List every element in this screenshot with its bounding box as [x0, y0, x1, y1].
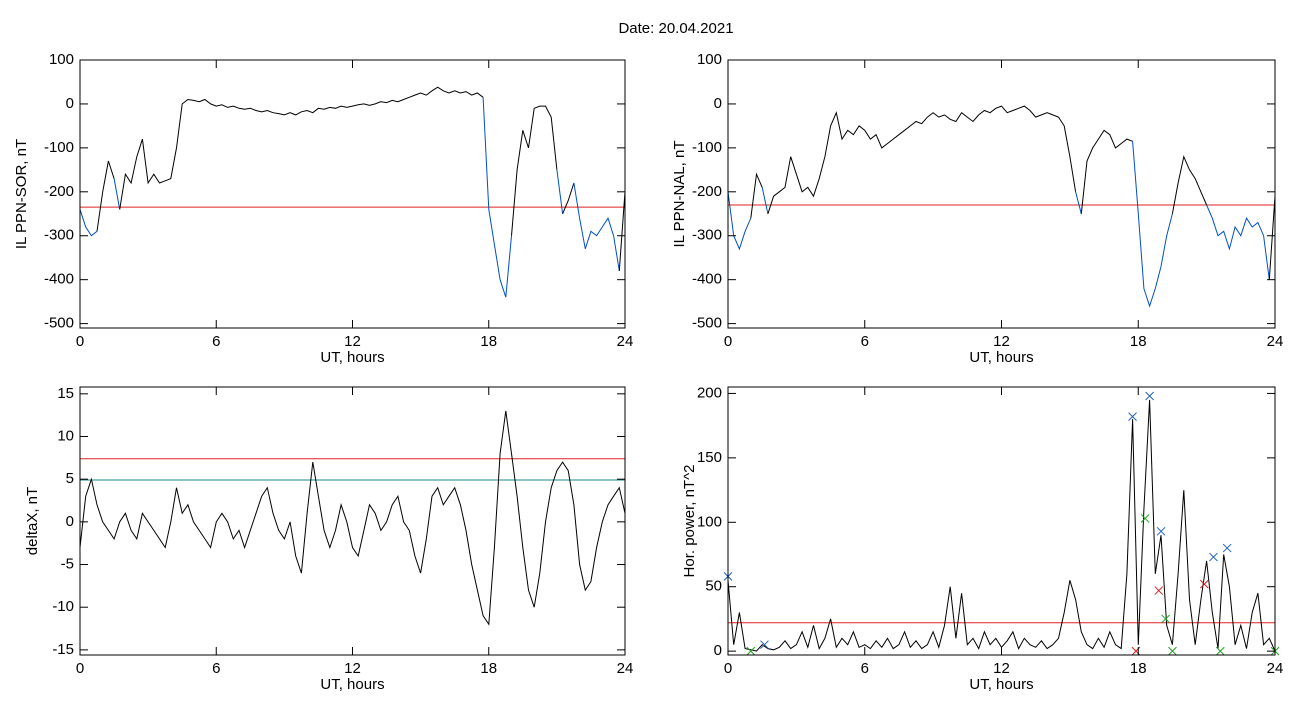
- y-tick-label: -100: [692, 139, 722, 156]
- y-tick-label: 0: [714, 642, 722, 659]
- y-tick-label: -5: [61, 555, 74, 572]
- x-tick-label: 12: [993, 660, 1010, 677]
- x-tick-label: 18: [480, 333, 497, 350]
- y-tick-label: 0: [66, 513, 74, 530]
- data-line: [573, 182, 620, 271]
- data-line: [761, 187, 769, 214]
- x-axis-label: UT, hours: [969, 349, 1033, 366]
- data-line: [80, 209, 98, 237]
- x-axis-label: UT, hours: [320, 349, 384, 366]
- y-tick-label: 200: [697, 384, 722, 401]
- y-tick-label: 15: [57, 385, 74, 402]
- y-axis-label: deltaX, nT: [24, 487, 41, 555]
- x-tick-label: 12: [344, 333, 361, 350]
- data-line: [1171, 155, 1208, 214]
- data-line: [556, 169, 564, 214]
- data-line: [1080, 129, 1133, 214]
- x-tick-label: 18: [480, 660, 497, 677]
- data-line: [96, 160, 115, 232]
- y-tick-label: -500: [44, 315, 74, 332]
- x-tick-label: 6: [861, 333, 869, 350]
- data-line: [1132, 141, 1173, 308]
- x-tick-label: 12: [993, 333, 1010, 350]
- x-tick-label: 6: [212, 333, 220, 350]
- y-tick-label: -500: [692, 315, 722, 332]
- y-tick-label: -300: [44, 227, 74, 244]
- x-tick-label: 0: [76, 333, 84, 350]
- marker: [1199, 579, 1209, 589]
- marker: [1154, 586, 1164, 595]
- plot-area: [80, 86, 625, 298]
- data-line: [767, 105, 1077, 214]
- y-tick-label: 100: [49, 51, 74, 68]
- x-tick-label: 24: [1267, 660, 1284, 677]
- x-axis-label: UT, hours: [320, 676, 384, 693]
- y-tick-label: 100: [697, 51, 722, 68]
- data-line: [562, 182, 575, 214]
- x-tick-label: 0: [724, 333, 732, 350]
- y-tick-label: 50: [705, 578, 722, 595]
- data-line: [1206, 204, 1270, 280]
- x-tick-label: 18: [1130, 333, 1147, 350]
- y-tick-label: -200: [44, 183, 74, 200]
- y-tick-label: -200: [692, 183, 722, 200]
- marker: [1215, 646, 1225, 656]
- y-tick-label: -400: [44, 271, 74, 288]
- data-line: [511, 105, 558, 236]
- plot-area: [728, 105, 1275, 308]
- marker: [1161, 614, 1170, 624]
- x-tick-label: 24: [617, 333, 634, 350]
- x-tick-label: 6: [212, 660, 220, 677]
- y-axis-label: IL PPN-SOR, nT: [13, 139, 30, 249]
- y-tick-label: 10: [57, 427, 74, 444]
- x-axis-label: UT, hours: [969, 676, 1033, 693]
- y-axis-label: Hor. power, nT^2: [681, 465, 698, 578]
- y-axis-label: IL PPN-NAL, nT: [671, 141, 688, 248]
- data-line: [119, 86, 484, 210]
- marker: [1156, 526, 1166, 536]
- y-tick-label: 150: [697, 449, 722, 466]
- data-line: [482, 97, 512, 298]
- marker: [1168, 646, 1177, 656]
- y-tick-label: -300: [692, 227, 722, 244]
- marker: [1128, 412, 1137, 421]
- x-tick-label: 12: [344, 660, 361, 677]
- marker: [1222, 543, 1232, 553]
- y-tick-label: 100: [697, 513, 722, 530]
- x-tick-label: 0: [724, 660, 732, 677]
- x-tick-label: 0: [76, 660, 84, 677]
- data-line: [113, 178, 121, 210]
- data-line: [80, 410, 625, 626]
- x-tick-label: 18: [1130, 660, 1147, 677]
- x-tick-label: 24: [1267, 333, 1284, 350]
- y-tick-label: -400: [692, 271, 722, 288]
- figure-title: Date: 20.04.2021: [618, 20, 733, 37]
- marker: [1140, 514, 1150, 523]
- x-tick-label: 6: [861, 660, 869, 677]
- data-line: [750, 172, 763, 219]
- marker: [1145, 391, 1155, 401]
- marker: [1209, 552, 1218, 562]
- y-tick-label: -15: [52, 641, 74, 658]
- data-line: [728, 191, 752, 251]
- y-tick-label: -10: [52, 598, 74, 615]
- y-tick-label: -100: [44, 139, 74, 156]
- marker: [760, 640, 769, 650]
- y-tick-label: 0: [66, 95, 74, 112]
- x-tick-label: 24: [617, 660, 634, 677]
- marker: [746, 646, 756, 656]
- y-tick-label: 0: [714, 95, 722, 112]
- plot-area: [80, 410, 625, 626]
- data-line: [618, 191, 625, 271]
- y-tick-label: 5: [66, 470, 74, 487]
- data-line: [1075, 191, 1082, 214]
- data-line: [1268, 196, 1275, 280]
